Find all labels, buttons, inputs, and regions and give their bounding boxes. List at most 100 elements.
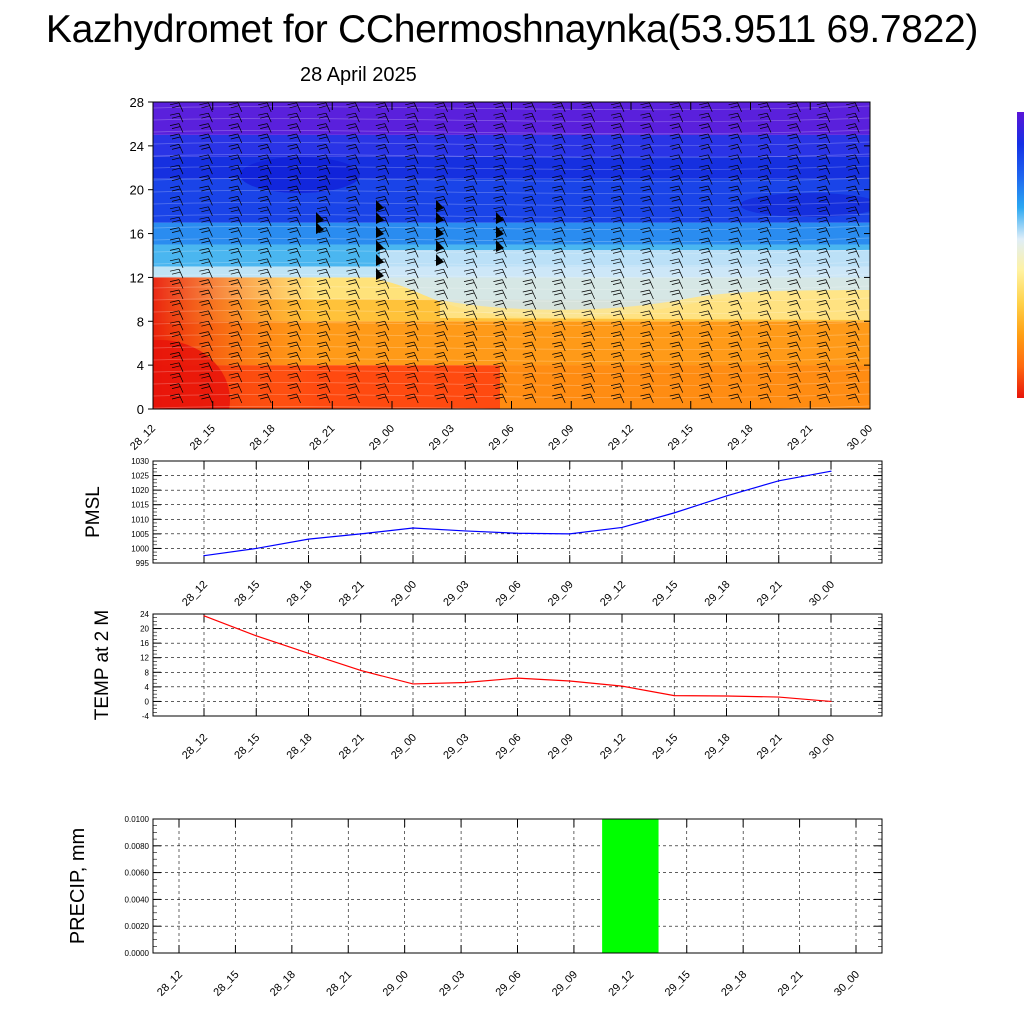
wind-barb [699, 185, 713, 196]
wind-barb [640, 362, 654, 372]
wind-barb [640, 133, 654, 144]
wind-barb [493, 352, 507, 362]
data-point [673, 512, 675, 514]
wind-barb [876, 394, 889, 403]
xtick-label: 28_18 [268, 969, 298, 999]
wind-barb [787, 102, 801, 112]
wind-barb [787, 383, 801, 393]
wind-barb [728, 310, 742, 320]
data-point [725, 695, 728, 697]
wind-barb [640, 372, 654, 383]
wind-barb [610, 185, 625, 196]
wind-barb [316, 341, 331, 352]
wind-barb [346, 393, 360, 404]
ytick-label: 1025 [131, 472, 149, 481]
wind-barb [228, 196, 243, 206]
wind-barb [346, 258, 360, 268]
heatmap-contour [153, 165, 870, 171]
wind-barb [316, 362, 331, 372]
wind-barb [640, 279, 654, 289]
data-point [360, 533, 362, 535]
wind-barb [258, 362, 272, 372]
wind-barb [346, 237, 360, 248]
wind-barb [199, 258, 213, 268]
wind-barb [522, 123, 537, 133]
wind-barb [169, 372, 184, 383]
wind-barb [258, 196, 272, 206]
wind-barb [728, 133, 742, 144]
wind-barb [669, 227, 684, 237]
wind-barb [375, 300, 390, 310]
wind-barb [610, 341, 625, 352]
wind-barb [463, 289, 478, 300]
wind-barb [728, 383, 742, 393]
heatmap-field [153, 102, 889, 409]
wind-barb [816, 144, 831, 154]
heatmap-contour [153, 249, 870, 255]
wind-barb [757, 289, 772, 300]
wind-barb [787, 164, 801, 175]
wind-barb [552, 227, 566, 237]
wind-barb [699, 112, 713, 123]
wind-barb [669, 112, 684, 123]
wind-barb [405, 258, 419, 268]
ytick-label: 1015 [131, 501, 149, 510]
wind-barb [375, 175, 390, 185]
wind-barb [493, 279, 507, 289]
wind-barb [169, 206, 184, 216]
wind-barb [669, 248, 684, 258]
wind-barb [434, 123, 448, 133]
wind-barb [846, 154, 860, 164]
wind-barb [258, 248, 272, 258]
wind-barb [169, 258, 184, 268]
wind-barb [434, 300, 448, 310]
wind-barb [552, 331, 566, 341]
wind-barb [375, 102, 390, 112]
wind-barb [640, 144, 654, 154]
wind-barb [581, 279, 595, 289]
wind-barb [816, 268, 831, 279]
wind-barb [287, 300, 301, 310]
wind-barb [405, 331, 419, 341]
wind-barb [434, 331, 448, 341]
panel-frame [152, 818, 883, 954]
wind-barb [346, 102, 360, 112]
heatmap-ytick-label: 28 [130, 95, 144, 110]
ytick-label: 0.0020 [125, 922, 150, 931]
heatmap-xtick-label: 29_09 [546, 423, 576, 453]
heatmap-contour [153, 177, 870, 183]
wind-barb [581, 123, 595, 133]
wind-barb [787, 279, 801, 289]
wind-barb [876, 155, 889, 164]
wind-barb [287, 154, 301, 164]
wind-barb [640, 164, 654, 175]
xtick-label: 29_21 [755, 579, 785, 609]
heatmap-ytick-label: 24 [130, 139, 144, 154]
wind-barb [258, 279, 272, 289]
wind-barb [699, 279, 713, 289]
data-point [569, 533, 571, 535]
wind-barb [199, 206, 213, 216]
wind-barb [816, 216, 831, 227]
wind-barb [493, 300, 507, 310]
wind-barb [169, 300, 184, 310]
wind-barb [258, 227, 272, 237]
wind-barb [522, 196, 537, 206]
wind-barb [816, 372, 831, 383]
wind-barb [787, 154, 801, 164]
wind-barb [434, 175, 448, 185]
wind-barb [757, 320, 772, 331]
wind-barb [699, 164, 713, 175]
wind-barb [287, 175, 301, 185]
wind-barb [346, 175, 360, 185]
wind-barb [816, 206, 831, 216]
wind-barb [846, 248, 860, 258]
wind-barb [699, 331, 713, 341]
wind-barb [258, 185, 272, 196]
wind-barb [787, 258, 801, 268]
wind-barb [258, 164, 272, 175]
wind-barb [669, 144, 684, 154]
wind-barb [757, 268, 772, 279]
wind-barb [876, 280, 889, 289]
wind-barb [375, 144, 390, 154]
